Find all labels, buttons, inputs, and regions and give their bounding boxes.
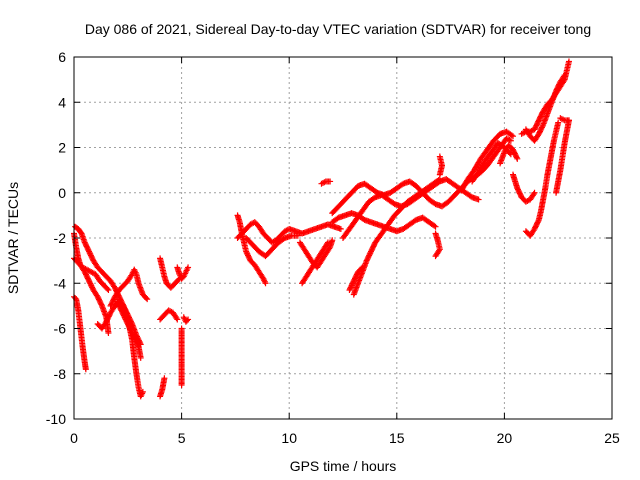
data-point (433, 251, 440, 258)
x-tick-label: 25 (604, 430, 620, 446)
data-point (174, 316, 181, 323)
y-tick-label: 2 (58, 140, 66, 156)
data-point (143, 294, 150, 301)
data-point (329, 237, 336, 244)
y-tick-label: -8 (54, 366, 67, 382)
data-point (137, 354, 144, 361)
data-point (508, 132, 515, 139)
data-point (475, 196, 482, 203)
data-point (506, 150, 513, 157)
data-point (139, 388, 146, 395)
x-tick-label: 10 (281, 430, 297, 446)
data-point (185, 316, 192, 323)
data-points (71, 58, 572, 400)
data-point (324, 239, 331, 246)
data-point (436, 171, 443, 178)
x-tick-label: 0 (70, 430, 78, 446)
data-point (530, 191, 537, 198)
data-point (431, 222, 438, 229)
data-point (77, 229, 84, 236)
chart-title: Day 086 of 2021, Sidereal Day-to-day VTE… (85, 21, 591, 37)
data-point (560, 73, 567, 80)
data-point (535, 218, 542, 225)
data-point (185, 264, 192, 271)
data-point (161, 375, 168, 382)
data-point (514, 155, 521, 162)
y-tick-label: 6 (58, 49, 66, 65)
data-point (337, 225, 344, 232)
data-point (82, 366, 89, 373)
axis-ticks: 0 5 10 15 20 25 -10 -8 -6 -4 -2 0 2 4 6 (46, 49, 620, 446)
data-point (294, 232, 301, 239)
data-point (561, 72, 568, 79)
y-tick-label: -2 (54, 230, 67, 246)
data-point (565, 58, 572, 65)
data-point (555, 119, 562, 126)
data-point (134, 342, 141, 349)
data-point (105, 330, 112, 337)
data-point (507, 137, 514, 144)
y-tick-label: 4 (58, 94, 66, 110)
data-point (513, 154, 520, 161)
data-point (183, 317, 190, 324)
x-tick-label: 5 (178, 430, 186, 446)
data-point (128, 319, 135, 326)
data-point (510, 133, 517, 140)
y-tick-label: -4 (54, 275, 67, 291)
data-point (173, 315, 180, 322)
data-point (262, 280, 269, 287)
data-point (432, 253, 439, 260)
data-point (432, 223, 439, 230)
data-point (358, 265, 365, 272)
data-point (435, 177, 442, 184)
y-axis-label: SDTVAR / TECUs (5, 182, 21, 294)
data-point (324, 240, 331, 247)
x-tick-label: 15 (389, 430, 405, 446)
x-axis-label: GPS time / hours (290, 458, 397, 474)
data-point (105, 287, 112, 294)
y-tick-label: 0 (58, 185, 66, 201)
data-point (104, 285, 111, 292)
data-point (531, 189, 538, 196)
data-point (359, 264, 366, 271)
data-point (539, 123, 546, 130)
data-point (327, 178, 334, 185)
y-tick-label: -10 (46, 411, 66, 427)
data-point (507, 151, 514, 158)
y-tick-label: -6 (54, 321, 67, 337)
data-point (178, 382, 185, 389)
x-tick-label: 20 (497, 430, 513, 446)
data-point (144, 296, 151, 303)
data-point (565, 117, 572, 124)
data-point (98, 301, 105, 308)
